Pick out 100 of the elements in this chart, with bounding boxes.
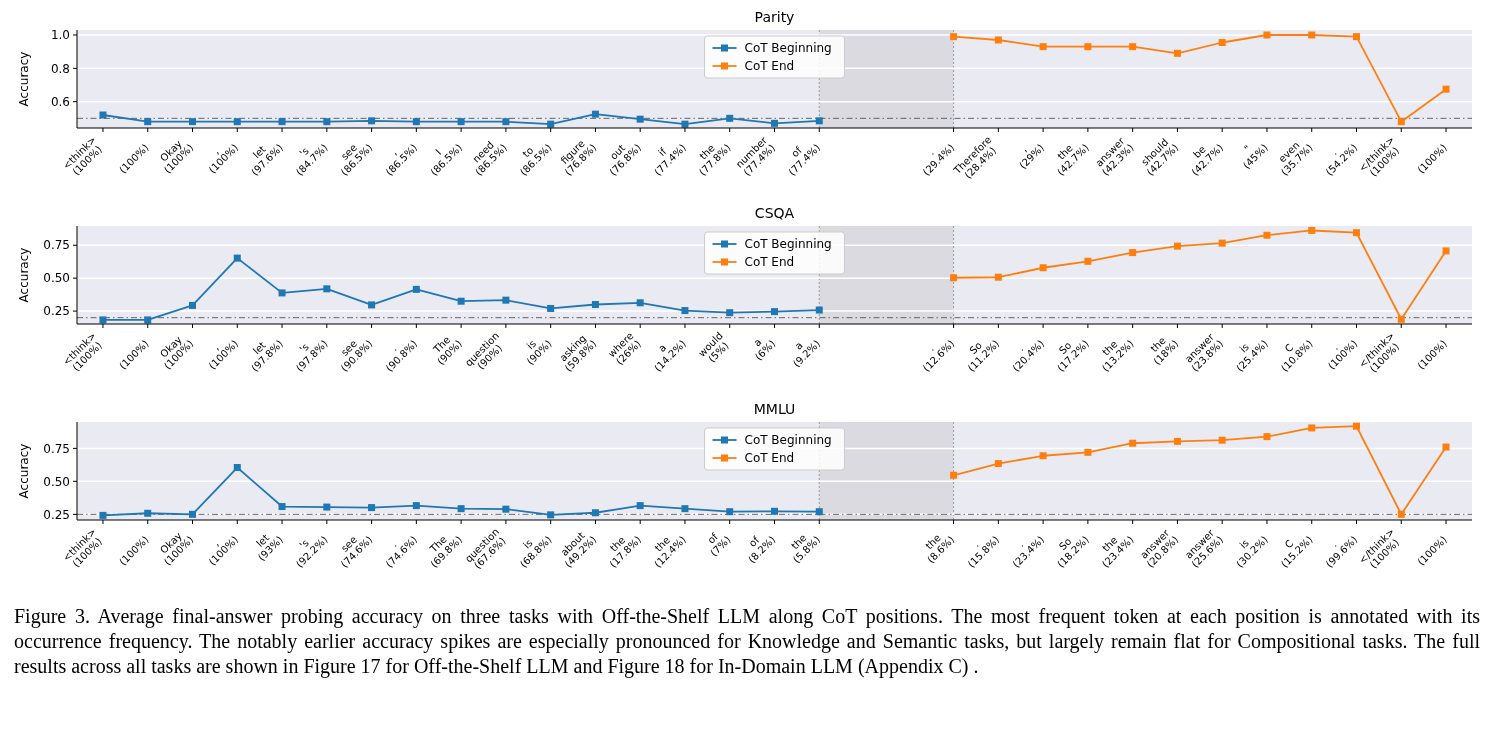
point <box>815 508 823 516</box>
point <box>144 316 152 324</box>
point <box>815 117 823 125</box>
point <box>1173 242 1181 250</box>
point <box>189 118 196 126</box>
point <box>1308 31 1316 39</box>
point <box>278 503 286 511</box>
point <box>368 117 376 125</box>
point <box>502 296 510 304</box>
point <box>368 301 376 309</box>
point <box>771 507 778 515</box>
point <box>323 118 331 126</box>
point <box>99 511 107 519</box>
point <box>994 36 1002 44</box>
point <box>591 509 599 517</box>
legend-label: CoT End <box>744 451 795 466</box>
legend-label: CoT Beginning <box>744 41 832 56</box>
y-axis-title: Accuracy <box>17 247 31 303</box>
point <box>1084 448 1092 456</box>
point <box>1039 452 1047 460</box>
point <box>726 508 734 516</box>
point <box>1308 424 1316 432</box>
point <box>189 510 196 518</box>
point <box>502 505 510 513</box>
point <box>1353 229 1360 237</box>
point <box>950 33 958 41</box>
point <box>1263 31 1271 39</box>
point <box>591 301 599 309</box>
point <box>189 301 196 309</box>
y-axis-title: Accuracy <box>17 443 31 499</box>
y-tick-label: 0.6 <box>50 94 70 109</box>
point <box>233 254 241 262</box>
point <box>591 110 599 118</box>
legend-label: CoT End <box>744 255 795 270</box>
point <box>1129 439 1137 447</box>
point <box>502 118 510 126</box>
point <box>457 505 465 513</box>
y-tick-label: 0.75 <box>43 441 70 456</box>
point <box>726 309 734 317</box>
point <box>1218 436 1226 444</box>
point <box>278 289 286 297</box>
point <box>1397 118 1405 126</box>
point <box>233 118 241 126</box>
point <box>1353 422 1360 430</box>
y-tick-label: 0.8 <box>50 61 70 76</box>
point <box>412 502 420 510</box>
point <box>144 509 152 517</box>
point <box>1442 443 1450 451</box>
y-tick-label: 0.75 <box>43 238 70 253</box>
point <box>1039 264 1047 272</box>
point <box>1084 43 1092 51</box>
y-tick-label: 1.0 <box>50 28 70 43</box>
point <box>547 511 555 519</box>
y-tick-label: 0.25 <box>43 304 70 319</box>
y-tick-label: 0.50 <box>43 474 70 489</box>
point <box>1039 43 1047 51</box>
point <box>681 505 689 513</box>
point <box>1263 433 1271 441</box>
point <box>771 119 778 127</box>
point <box>726 114 734 122</box>
point <box>323 285 331 293</box>
point <box>994 460 1002 468</box>
point <box>1442 85 1450 93</box>
point <box>681 307 689 315</box>
point <box>368 504 376 512</box>
point <box>1218 39 1226 46</box>
legend-label: CoT Beginning <box>744 433 832 448</box>
point <box>950 471 958 479</box>
point <box>1397 315 1405 323</box>
point <box>278 118 286 126</box>
point <box>547 304 555 312</box>
point <box>233 464 241 471</box>
y-tick-label: 0.50 <box>43 271 70 286</box>
point <box>994 273 1002 281</box>
point <box>771 308 778 316</box>
point <box>99 316 107 324</box>
point <box>1308 226 1316 234</box>
point <box>144 118 152 126</box>
chart-title: CSQA <box>754 205 795 221</box>
point <box>412 118 420 126</box>
point <box>1084 257 1092 265</box>
legend-label: CoT End <box>744 59 795 74</box>
point <box>1173 49 1181 57</box>
chart-title: Parity <box>754 9 795 25</box>
point <box>950 274 958 282</box>
y-tick-label: 0.25 <box>43 507 70 522</box>
point <box>1442 247 1450 255</box>
point <box>1397 510 1405 518</box>
point <box>412 285 420 293</box>
point <box>1173 437 1181 445</box>
chart-title: MMLU <box>753 401 796 417</box>
caption: Figure 3. Average final-answer probing accuracy on three tasks with Off-the-Shelf LLM along CoT positions. The most frequent token at each position is annotated with its occurrence frequency. The notably earlier accuracy spikes are especially pronounced for Knowledge and Semantic tasks, but largely remain flat for Compositional tasks. The full results across all tasks are shown in Figure 17 for Off-the-Shelf LLM and Figure 18 for In-Domain LLM (Appendix C) . <box>14 604 1480 679</box>
point <box>1353 33 1360 41</box>
point <box>1129 249 1137 257</box>
point <box>1218 239 1226 247</box>
point <box>636 299 644 307</box>
point <box>1129 43 1137 51</box>
point <box>323 503 331 511</box>
point <box>815 306 823 314</box>
point <box>457 297 465 305</box>
